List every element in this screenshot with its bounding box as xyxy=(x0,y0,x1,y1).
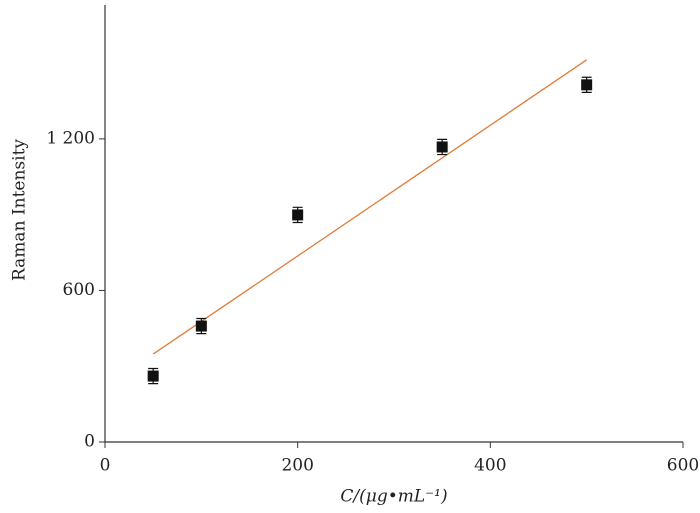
data-point xyxy=(292,209,304,221)
x-tick-label: 0 xyxy=(100,456,111,476)
y-tick-label: 0 xyxy=(84,432,95,452)
y-tick-label: 1 200 xyxy=(46,128,95,148)
x-tick-label: 600 xyxy=(667,456,699,476)
x-tick-label: 200 xyxy=(281,456,313,476)
data-point xyxy=(436,141,448,153)
x-tick-label: 400 xyxy=(474,456,506,476)
data-point xyxy=(147,370,159,382)
y-axis-label: Raman Intensity xyxy=(10,139,30,281)
x-axis-label: C/(μg•mL⁻¹) xyxy=(340,487,447,507)
fit-line xyxy=(152,59,588,355)
y-tick-label: 600 xyxy=(63,280,95,300)
data-point xyxy=(581,79,593,91)
data-point xyxy=(195,320,207,332)
